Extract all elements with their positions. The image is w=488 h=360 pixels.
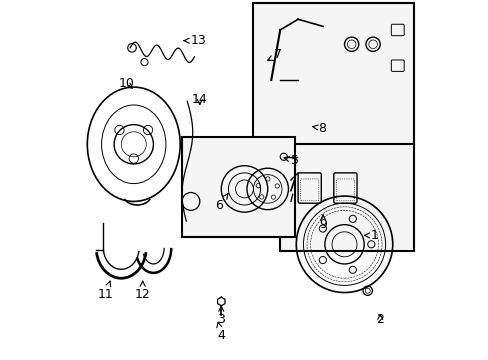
Bar: [280, 144, 413, 251]
Text: 12: 12: [135, 281, 150, 301]
Text: 10: 10: [119, 77, 134, 90]
Text: 1: 1: [364, 229, 378, 242]
Text: 4: 4: [216, 322, 225, 342]
Text: 11: 11: [97, 281, 113, 301]
Text: 6: 6: [215, 194, 227, 212]
Bar: [253, 3, 413, 150]
Text: 8: 8: [312, 122, 325, 135]
Text: 7: 7: [267, 49, 282, 62]
Text: 5: 5: [284, 154, 298, 167]
Bar: [182, 137, 294, 237]
Text: 2: 2: [376, 313, 384, 326]
Text: 9: 9: [319, 215, 326, 231]
Text: 3: 3: [217, 306, 225, 326]
Text: 13: 13: [183, 34, 205, 47]
Text: 14: 14: [192, 93, 207, 106]
